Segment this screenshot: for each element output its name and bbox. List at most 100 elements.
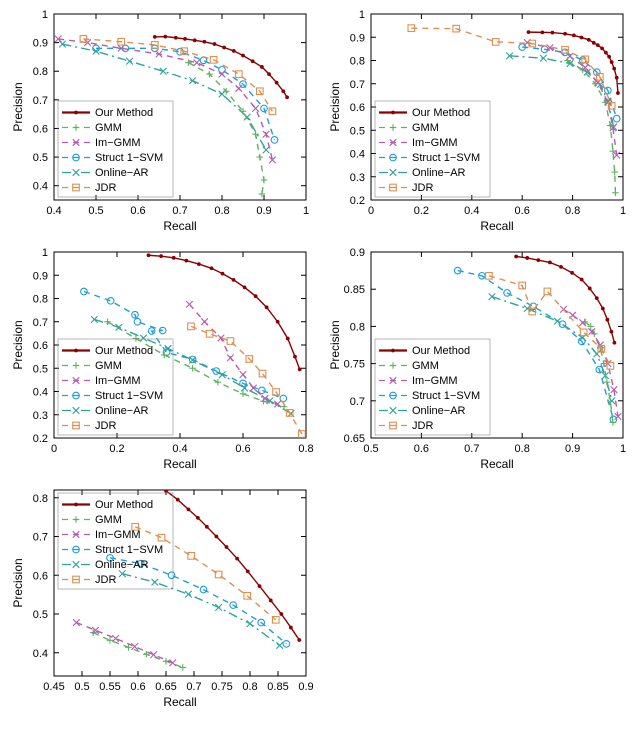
panel-2: 00.20.40.60.80.20.30.40.50.60.70.80.91Re… xyxy=(4,244,318,482)
svg-text:1: 1 xyxy=(42,247,48,259)
legend-label: Online−AR xyxy=(95,559,149,571)
legend-label: Our Method xyxy=(412,345,470,357)
svg-text:0.7: 0.7 xyxy=(350,396,365,408)
legend-label: Our Method xyxy=(95,499,153,511)
y-axis-label: Precision xyxy=(328,82,342,131)
legend-label: Our Method xyxy=(412,107,470,119)
svg-text:0.4: 0.4 xyxy=(172,443,187,455)
svg-text:0.6: 0.6 xyxy=(515,205,530,217)
panel-0: 0.40.50.60.70.80.910.40.50.60.70.80.91Re… xyxy=(4,6,318,244)
svg-text:0.6: 0.6 xyxy=(33,570,48,582)
legend-label: Our Method xyxy=(95,107,153,119)
y-axis-label: Precision xyxy=(328,320,342,369)
svg-text:0.7: 0.7 xyxy=(33,317,48,329)
legend-label: Im−GMM xyxy=(95,137,141,149)
svg-text:1: 1 xyxy=(303,205,309,217)
legend-label: GMM xyxy=(95,122,122,134)
legend: Our MethodGMMIm−GMMStruct 1−SVMOnline−AR… xyxy=(58,339,173,435)
svg-text:0.8: 0.8 xyxy=(214,205,229,217)
x-axis-label: Recall xyxy=(480,219,513,233)
svg-text:0.5: 0.5 xyxy=(33,609,48,621)
panel-3: 0.50.60.70.80.910.650.70.750.80.850.9Rec… xyxy=(321,244,635,482)
svg-text:0.6: 0.6 xyxy=(235,443,250,455)
panel-cell-4: 0.45 0.5 0.55 0.6 0.65 0.7 0.75 0.8 0.85 0.9 0.4 0.… xyxy=(4,482,319,720)
legend: Our MethodGMMIm−GMMStruct 1−SVMOnline−AR… xyxy=(375,339,490,435)
svg-text:0.4: 0.4 xyxy=(33,387,48,399)
svg-text:0.8: 0.8 xyxy=(350,321,365,333)
x-axis-label: Recall xyxy=(480,457,513,471)
svg-text:0.75: 0.75 xyxy=(211,681,232,693)
panel-1: 00.20.40.60.810.20.30.40.50.60.70.80.91R… xyxy=(321,6,635,244)
svg-text:0: 0 xyxy=(51,443,57,455)
svg-text:0.45: 0.45 xyxy=(43,681,64,693)
svg-text:0.85: 0.85 xyxy=(344,284,365,296)
svg-text:0.2: 0.2 xyxy=(33,433,48,445)
panel-cell-2: 00.20.40.60.80.20.30.40.50.60.70.80.91Re… xyxy=(4,244,319,482)
legend-label: Struct 1−SVM xyxy=(95,152,163,164)
svg-text:0.65: 0.65 xyxy=(344,433,365,445)
legend-label: GMM xyxy=(95,514,122,526)
svg-text:0.8: 0.8 xyxy=(350,56,365,68)
y-axis-label: Precision xyxy=(11,82,25,131)
y-axis-label: Precision xyxy=(11,320,25,369)
svg-text:0.5: 0.5 xyxy=(74,681,89,693)
panel-cell-3: 0.50.60.70.80.910.650.70.750.80.850.9Rec… xyxy=(321,244,636,482)
legend-label: Struct 1−SVM xyxy=(95,544,163,556)
svg-text:0.3: 0.3 xyxy=(350,172,365,184)
svg-text:0.7: 0.7 xyxy=(33,532,48,544)
legend: Our Method GMM Im−GMM Struct 1−SVM Online−AR… xyxy=(58,101,173,197)
panel-cell-0: 0.40.50.60.70.80.910.40.50.60.70.80.91Re… xyxy=(4,6,319,244)
x-axis-label: Recall xyxy=(163,219,196,233)
svg-text:0.65: 0.65 xyxy=(155,681,176,693)
svg-text:0.7: 0.7 xyxy=(172,205,187,217)
svg-text:0.7: 0.7 xyxy=(464,443,479,455)
svg-text:0.75: 0.75 xyxy=(344,359,365,371)
legend-label: Im−GMM xyxy=(95,529,141,541)
svg-text:0.6: 0.6 xyxy=(33,340,48,352)
svg-text:0.5: 0.5 xyxy=(350,125,365,137)
legend-label: JDR xyxy=(95,420,116,432)
svg-text:0.4: 0.4 xyxy=(33,648,48,660)
legend-label: Struct 1−SVM xyxy=(412,390,480,402)
svg-text:0.85: 0.85 xyxy=(267,681,288,693)
legend-label: Im−GMM xyxy=(95,375,141,387)
svg-text:0.2: 0.2 xyxy=(414,205,429,217)
svg-text:0.9: 0.9 xyxy=(350,32,365,44)
chart-grid: 0.4 0.5 0.6 0.7 0.8 0.9 1 0.4 0.5 0.6 0.7 0.8 0.9 1 Re… xyxy=(0,0,640,732)
svg-text:0.8: 0.8 xyxy=(515,443,530,455)
legend-label: GMM xyxy=(412,122,439,134)
legend: Our MethodGMMIm−GMMStruct 1−SVMOnline−AR… xyxy=(375,101,490,197)
legend-label: Im−GMM xyxy=(412,375,458,387)
svg-text:0.8: 0.8 xyxy=(242,681,257,693)
svg-text:1: 1 xyxy=(620,205,626,217)
legend-label: Online−AR xyxy=(95,167,149,179)
svg-text:0.5: 0.5 xyxy=(363,443,378,455)
legend-label: Our Method xyxy=(95,345,153,357)
svg-text:0.6: 0.6 xyxy=(130,681,145,693)
svg-text:0.55: 0.55 xyxy=(99,681,120,693)
legend: Our Method GMM Im−GMM Struct 1−SVM Online−AR… xyxy=(58,493,173,589)
svg-text:0.6: 0.6 xyxy=(350,102,365,114)
legend-label: Struct 1−SVM xyxy=(95,390,163,402)
svg-text:0.9: 0.9 xyxy=(33,38,48,50)
svg-text:0.9: 0.9 xyxy=(256,205,271,217)
svg-text:0.6: 0.6 xyxy=(414,443,429,455)
svg-text:0.9: 0.9 xyxy=(298,681,313,693)
svg-text:1: 1 xyxy=(42,9,48,21)
legend-label: Online−AR xyxy=(412,167,466,179)
svg-text:1: 1 xyxy=(620,443,626,455)
x-axis-label: Recall xyxy=(163,695,196,709)
svg-text:0.6: 0.6 xyxy=(130,205,145,217)
svg-text:0.7: 0.7 xyxy=(350,79,365,91)
y-axis-label: Precision xyxy=(11,558,25,607)
legend-label: Im−GMM xyxy=(412,137,458,149)
svg-text:0.6: 0.6 xyxy=(33,123,48,135)
svg-text:0.8: 0.8 xyxy=(33,66,48,78)
legend-label: Online−AR xyxy=(412,405,466,417)
legend-label: JDR xyxy=(95,182,116,194)
legend-label: Online−AR xyxy=(95,405,149,417)
svg-text:0.3: 0.3 xyxy=(33,410,48,422)
legend-label: JDR xyxy=(412,420,433,432)
svg-text:0.8: 0.8 xyxy=(33,294,48,306)
svg-text:0.8: 0.8 xyxy=(298,443,313,455)
